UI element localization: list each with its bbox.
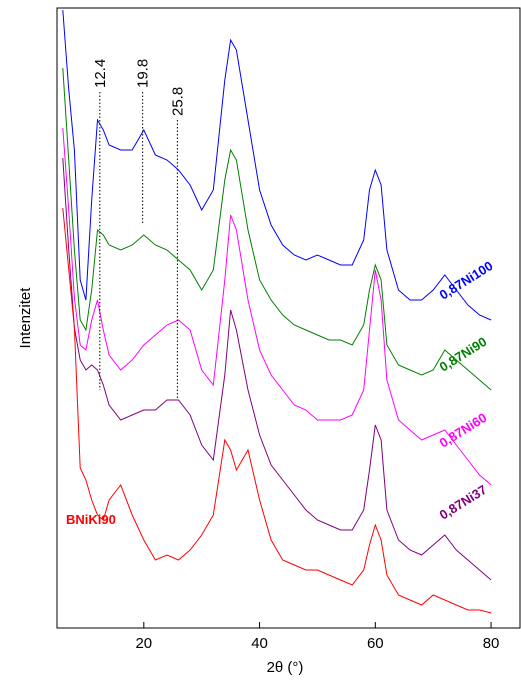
series-label: BNiKi90 — [66, 512, 116, 527]
series-label: 0,87Ni37 — [437, 482, 490, 523]
plot-frame — [56, 7, 521, 629]
series-line — [62, 207, 492, 614]
x-axis-label: 2θ (°) — [267, 659, 304, 676]
x-tick-label: 60 — [367, 635, 384, 652]
annotation-label: 25.8 — [169, 87, 186, 116]
series-line — [62, 67, 492, 391]
series-line — [62, 127, 492, 486]
series-line — [62, 9, 492, 321]
annotation-label: 19.8 — [135, 59, 152, 88]
x-tick-label: 40 — [251, 635, 268, 652]
series-label: 0,87Ni90 — [437, 334, 490, 375]
series-label: 0,87Ni100 — [437, 258, 496, 303]
series-line — [62, 157, 492, 581]
annotation-label: 12.4 — [92, 59, 109, 88]
x-tick-label: 80 — [483, 635, 500, 652]
x-tick-label: 20 — [135, 635, 152, 652]
y-axis-label: Intenzitet — [17, 287, 34, 349]
